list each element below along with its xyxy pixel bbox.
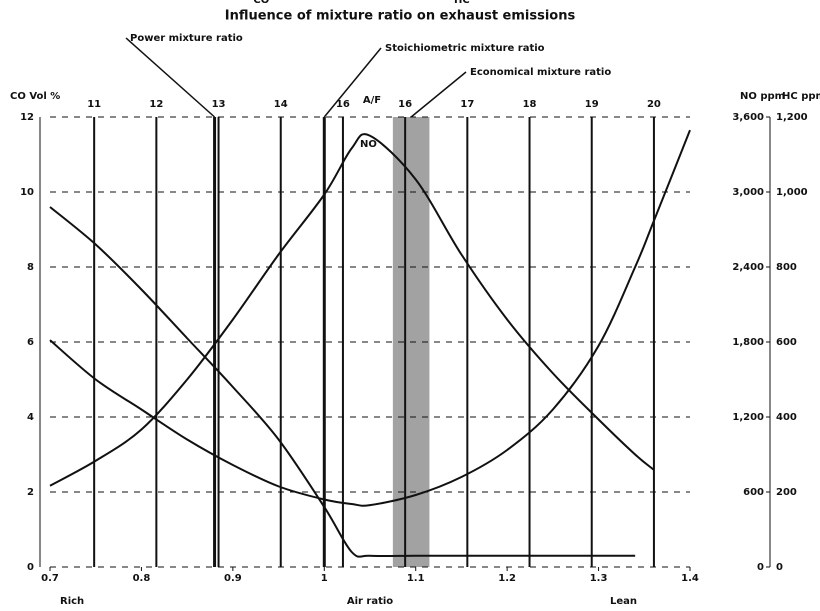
x-axis-label: Air ratio bbox=[347, 596, 393, 607]
x2-tick-label: 17 bbox=[460, 99, 474, 110]
x-tick-label: 1 bbox=[321, 573, 328, 584]
x2-tick-label: 19 bbox=[585, 99, 599, 110]
x2-tick-label: 14 bbox=[274, 99, 288, 110]
y3-tick-label: 1,200 bbox=[776, 112, 808, 123]
annotation: Stoichiometric mixture ratio bbox=[385, 43, 545, 54]
x2-tick-label: 11 bbox=[87, 99, 101, 110]
y3-tick-label: 1,000 bbox=[776, 187, 808, 198]
x2-tick-label: 18 bbox=[523, 99, 537, 110]
series-label: HC bbox=[454, 0, 470, 6]
x-tick-label: 1.4 bbox=[681, 573, 699, 584]
y-tick-label: 2 bbox=[27, 487, 34, 498]
series-label: NO bbox=[360, 139, 377, 150]
y3-axis-label: HC ppm bbox=[782, 91, 820, 102]
y2-tick-label: 3,000 bbox=[732, 187, 764, 198]
y-tick-label: 6 bbox=[27, 337, 34, 348]
y-tick-label: 8 bbox=[27, 262, 34, 273]
y3-tick-label: 0 bbox=[776, 562, 783, 573]
y-tick-label: 12 bbox=[20, 112, 34, 123]
y-tick-label: 0 bbox=[27, 562, 34, 573]
series-line bbox=[49, 129, 691, 507]
series-line bbox=[49, 133, 655, 487]
annotation: Power mixture ratio bbox=[130, 33, 243, 44]
x2-tick-label: 16 bbox=[336, 99, 350, 110]
x2-tick-label: 13 bbox=[212, 99, 226, 110]
y2-tick-label: 2,400 bbox=[732, 262, 764, 273]
annotation: Economical mixture ratio bbox=[470, 67, 611, 78]
leader-line bbox=[410, 71, 467, 118]
x2-tick-label: 20 bbox=[647, 99, 661, 110]
x-tick-label: 0.9 bbox=[224, 573, 242, 584]
y2-axis-label: NO ppm bbox=[740, 91, 785, 102]
y3-tick-label: 600 bbox=[776, 337, 797, 348]
y3-tick-label: 800 bbox=[776, 262, 797, 273]
x-tick-label: 1.2 bbox=[498, 573, 516, 584]
y2-tick-label: 3,600 bbox=[732, 112, 764, 123]
y2-tick-label: 0 bbox=[757, 562, 764, 573]
y3-tick-label: 400 bbox=[776, 412, 797, 423]
x-tick-label: 1.1 bbox=[407, 573, 425, 584]
y2-tick-label: 1,200 bbox=[732, 412, 764, 423]
x2-tick-label: 12 bbox=[149, 99, 163, 110]
leader-line bbox=[125, 37, 216, 118]
leader-line bbox=[323, 47, 382, 118]
series-label: CO bbox=[253, 0, 269, 6]
chart-title: Influence of mixture ratio on exhaust em… bbox=[225, 9, 576, 24]
series-line bbox=[49, 206, 636, 558]
lean-label: Lean bbox=[610, 596, 637, 607]
y2-tick-label: 1,800 bbox=[732, 337, 764, 348]
rich-label: Rich bbox=[60, 596, 84, 607]
x2-axis-label: A/F bbox=[363, 95, 381, 106]
x-tick-label: 1.3 bbox=[590, 573, 608, 584]
y-axis-label: CO Vol % bbox=[10, 91, 60, 102]
y-tick-label: 10 bbox=[20, 187, 34, 198]
x-tick-label: 0.8 bbox=[133, 573, 151, 584]
x-tick-label: 0.7 bbox=[41, 573, 59, 584]
y2-tick-label: 600 bbox=[743, 487, 764, 498]
y-tick-label: 4 bbox=[27, 412, 34, 423]
x2-tick-label: 16 bbox=[398, 99, 412, 110]
y3-tick-label: 200 bbox=[776, 487, 797, 498]
